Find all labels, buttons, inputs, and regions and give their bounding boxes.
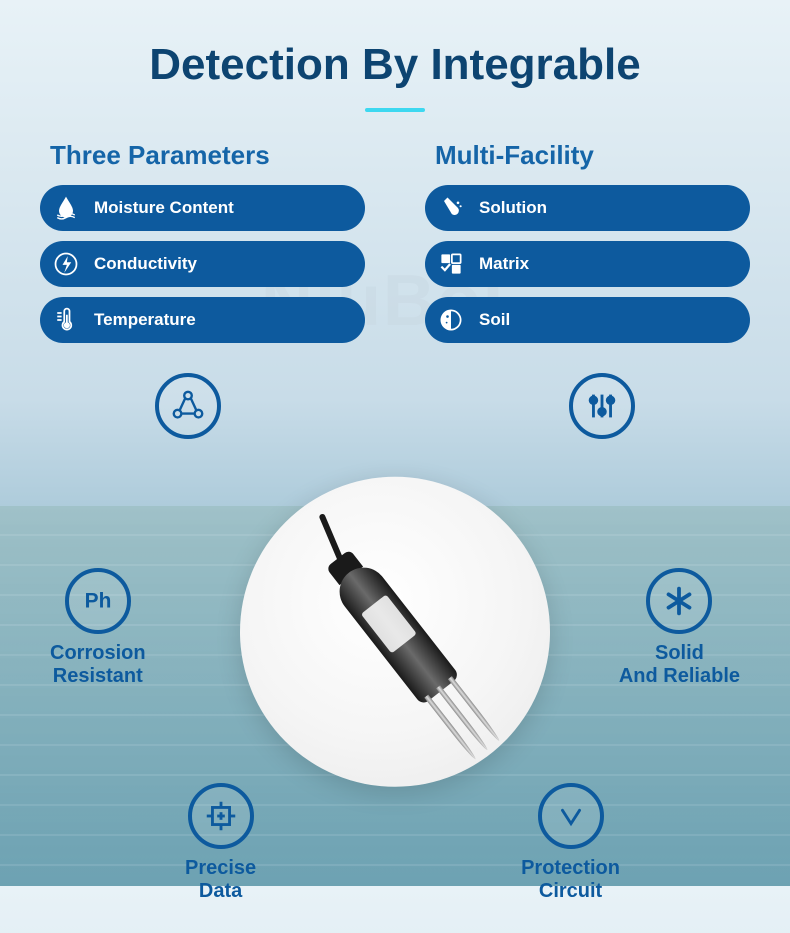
sliders-icon (569, 373, 635, 439)
feature-top-left (155, 373, 221, 447)
feature-label: PreciseData (185, 857, 256, 903)
sensor-device (330, 558, 460, 706)
right-column-title: Multi-Facility (425, 140, 750, 171)
feature-label: ProtectionCircuit (521, 857, 620, 903)
pill-solution: Solution (425, 185, 750, 231)
pill-label: Solution (479, 198, 547, 218)
left-column-title: Three Parameters (40, 140, 365, 171)
title-underline (365, 108, 425, 112)
columns-row: Three Parameters Moisture Content Conduc… (40, 140, 750, 353)
left-column: Three Parameters Moisture Content Conduc… (40, 140, 365, 353)
product-image-circle (240, 477, 550, 787)
right-column: Multi-Facility Solution Matrix Soil (425, 140, 750, 353)
pill-label: Matrix (479, 254, 529, 274)
feature-label: CorrosionResistant (50, 642, 146, 688)
matrix-icon (433, 246, 469, 282)
pill-soil: Soil (425, 297, 750, 343)
pill-label: Soil (479, 310, 510, 330)
feature-mid-right: SolidAnd Reliable (619, 568, 740, 688)
temperature-icon (48, 302, 84, 338)
pill-label: Conductivity (94, 254, 197, 274)
feature-top-right (569, 373, 635, 447)
ph-icon: Ph (65, 568, 131, 634)
pill-label: Moisture Content (94, 198, 234, 218)
protection-icon (538, 783, 604, 849)
svg-text:Ph: Ph (84, 590, 111, 613)
conductivity-icon (48, 246, 84, 282)
feature-ring: Ph CorrosionResistant SolidAnd Reliable … (40, 373, 750, 903)
pill-temperature: Temperature (40, 297, 365, 343)
pill-matrix: Matrix (425, 241, 750, 287)
feature-mid-left: Ph CorrosionResistant (50, 568, 146, 688)
content-wrapper: Detection By Integrable Three Parameters… (0, 0, 790, 933)
share-icon (155, 373, 221, 439)
precise-icon (188, 783, 254, 849)
feature-bot-left: PreciseData (185, 783, 256, 903)
page-title: Detection By Integrable (40, 40, 750, 90)
feature-label: SolidAnd Reliable (619, 642, 740, 688)
soil-icon (433, 302, 469, 338)
feature-bot-right: ProtectionCircuit (521, 783, 620, 903)
star-x-icon (646, 568, 712, 634)
solution-icon (433, 190, 469, 226)
pill-conductivity: Conductivity (40, 241, 365, 287)
pill-label: Temperature (94, 310, 196, 330)
pill-moisture: Moisture Content (40, 185, 365, 231)
moisture-icon (48, 190, 84, 226)
